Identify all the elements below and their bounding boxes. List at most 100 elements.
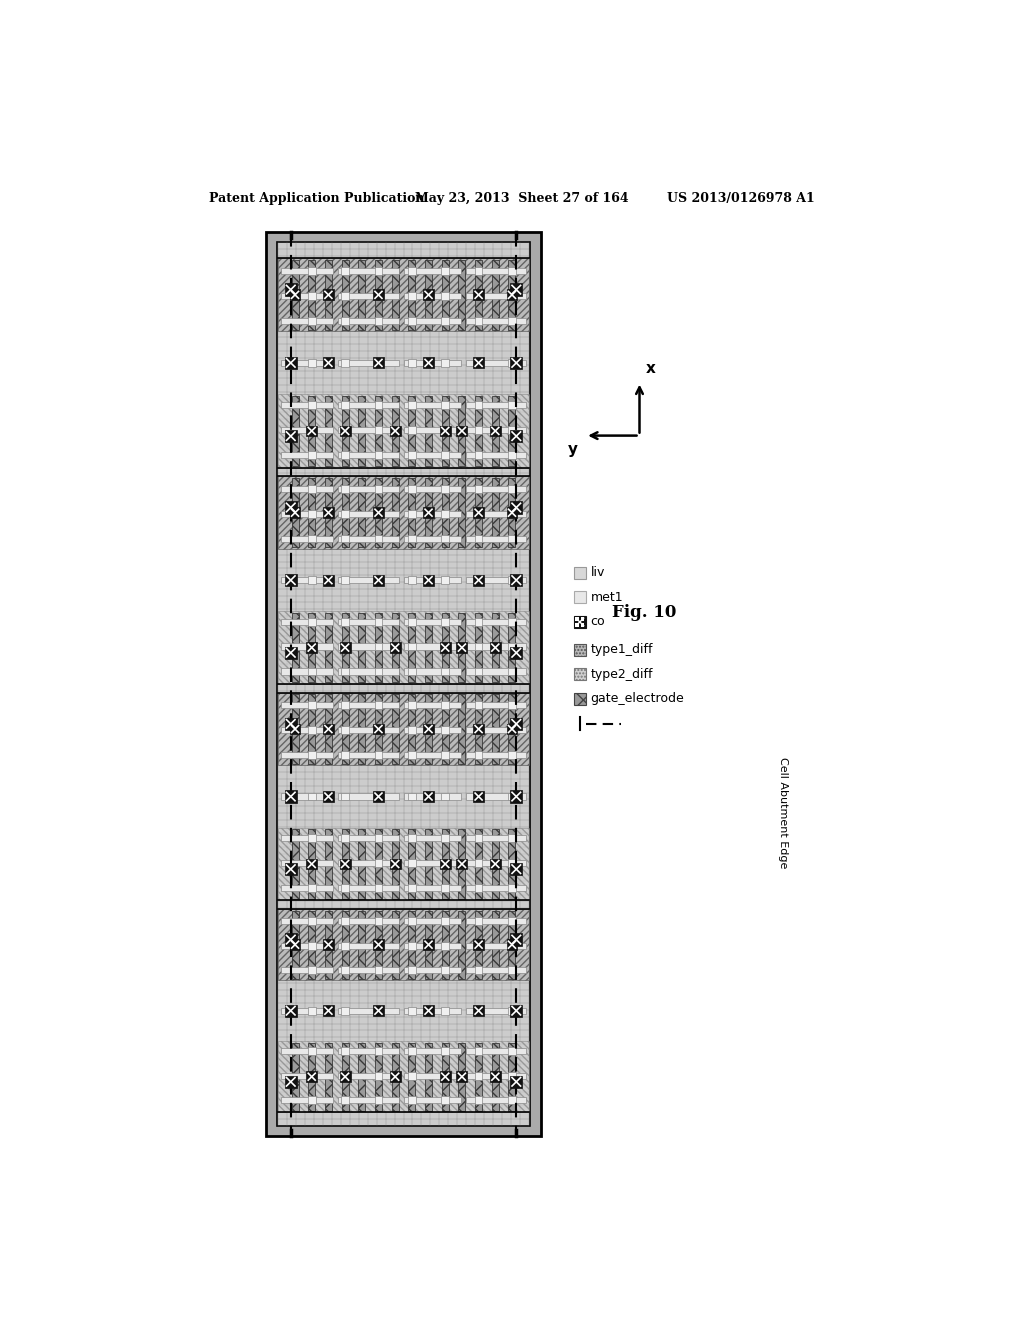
Bar	[441, 966, 450, 974]
Bar	[281, 793, 334, 800]
Bar	[375, 618, 382, 626]
Bar	[341, 834, 349, 842]
Bar	[375, 643, 382, 651]
Bar	[508, 577, 516, 583]
Bar	[423, 358, 434, 368]
Bar	[408, 859, 416, 867]
Bar	[581, 618, 585, 622]
Bar	[408, 484, 416, 492]
Bar	[492, 396, 499, 466]
Bar	[509, 829, 515, 899]
Bar	[508, 1007, 516, 1015]
Bar	[466, 942, 526, 949]
Bar	[338, 426, 398, 433]
Bar	[459, 911, 466, 978]
Bar	[292, 1043, 299, 1110]
Bar	[475, 829, 482, 899]
Bar	[285, 1005, 297, 1016]
Bar	[375, 401, 382, 409]
Bar	[403, 836, 461, 841]
Bar	[466, 1097, 526, 1104]
Bar	[508, 618, 516, 626]
Bar	[375, 942, 382, 949]
Bar	[308, 966, 315, 974]
Bar	[403, 318, 461, 325]
Bar	[281, 702, 334, 709]
Bar	[375, 911, 382, 978]
Bar	[340, 643, 350, 653]
Bar	[338, 668, 398, 675]
Bar	[425, 911, 432, 978]
Bar	[466, 1073, 526, 1078]
Bar	[285, 933, 297, 945]
Bar	[341, 1096, 349, 1104]
Bar	[510, 1076, 522, 1088]
Bar	[408, 1072, 416, 1080]
Bar	[340, 858, 350, 870]
Bar	[308, 751, 315, 759]
Bar	[508, 359, 516, 367]
Bar	[466, 752, 526, 758]
Bar	[509, 612, 515, 682]
Bar	[338, 1007, 398, 1014]
Bar	[342, 260, 348, 330]
Bar	[358, 694, 366, 764]
Bar	[285, 284, 297, 296]
Bar	[475, 292, 482, 300]
Bar	[403, 1007, 461, 1014]
Bar	[341, 726, 349, 734]
Bar	[510, 284, 522, 296]
Bar	[281, 919, 334, 924]
Bar	[403, 752, 461, 758]
Bar	[375, 726, 382, 734]
Bar	[341, 510, 349, 517]
Bar	[375, 751, 382, 759]
Bar	[323, 507, 334, 517]
Text: type1_diff: type1_diff	[591, 643, 653, 656]
Bar	[475, 618, 482, 626]
Bar	[459, 396, 466, 466]
Bar	[475, 694, 482, 764]
Bar	[375, 612, 382, 682]
Bar	[338, 752, 398, 758]
Bar	[306, 643, 317, 653]
Bar	[441, 694, 449, 764]
Bar	[408, 1096, 416, 1104]
Bar	[375, 834, 382, 842]
Bar	[308, 1043, 315, 1110]
Bar	[475, 793, 482, 800]
Bar	[475, 834, 482, 842]
Bar	[323, 940, 334, 950]
Bar	[408, 751, 416, 759]
Bar	[408, 942, 416, 949]
Bar	[292, 694, 299, 764]
Bar	[341, 484, 349, 492]
Bar	[508, 942, 516, 949]
Bar	[510, 1005, 522, 1016]
Bar	[573, 591, 586, 603]
Bar	[341, 426, 349, 434]
Bar	[475, 612, 482, 682]
Bar	[308, 1096, 315, 1104]
Bar	[475, 267, 482, 275]
Bar	[475, 577, 482, 583]
Bar	[341, 942, 349, 949]
Bar	[508, 1048, 516, 1055]
Bar	[292, 612, 299, 682]
Bar	[403, 1097, 461, 1104]
Bar	[403, 268, 461, 273]
Bar	[285, 1076, 297, 1088]
Bar	[281, 536, 334, 541]
Text: May 23, 2013  Sheet 27 of 164: May 23, 2013 Sheet 27 of 164	[415, 191, 629, 205]
Bar	[441, 829, 449, 899]
Bar	[308, 793, 315, 800]
Bar	[457, 425, 467, 437]
Bar	[308, 510, 315, 517]
Bar	[408, 1007, 416, 1015]
Bar	[492, 911, 499, 978]
Bar	[409, 396, 416, 466]
Bar	[403, 702, 461, 709]
Bar	[441, 834, 450, 842]
Bar	[341, 859, 349, 867]
Bar	[306, 858, 317, 870]
